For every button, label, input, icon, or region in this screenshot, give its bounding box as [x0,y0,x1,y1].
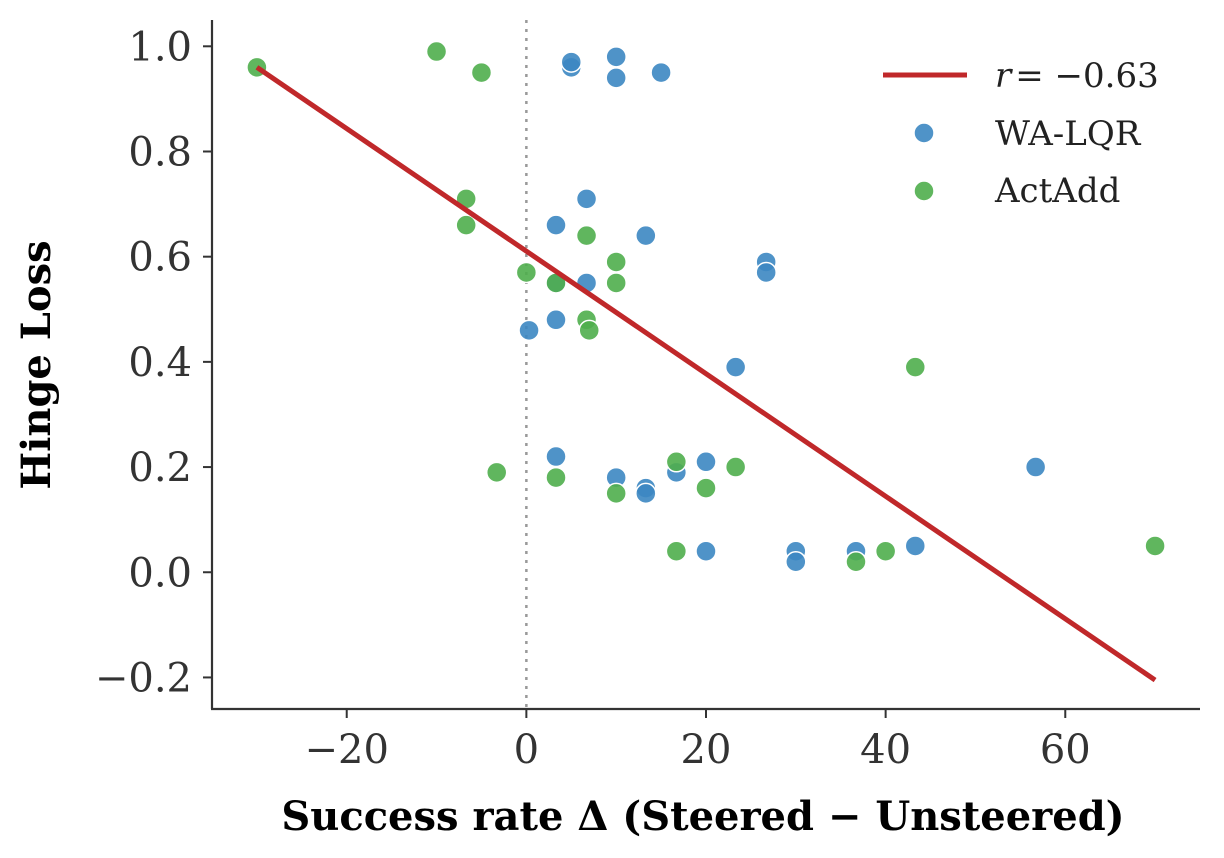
y-tick-label: 0.4 [128,340,192,386]
data-point [605,272,627,294]
data-point [665,540,688,562]
data-point [695,477,717,499]
data-point [470,61,493,84]
x-tick-label: 60 [1040,727,1091,773]
data-point [755,261,777,284]
x-ticks: −20 0 20 40 60 [305,709,1091,773]
data-points-layer [246,40,1166,573]
x-axis-title: Success rate Δ (Steered − Unsteered) [281,793,1124,840]
data-point [455,214,477,236]
legend-fit-label-value: = −0.63 [1015,56,1159,96]
data-point [650,61,672,84]
data-point [845,550,867,573]
data-point [904,356,927,378]
legend: r = −0.63 WA-LQR ActAdd [883,56,1159,211]
data-point [545,466,567,489]
y-tick-label: −0.2 [95,655,192,701]
y-tick-label: 0.8 [128,129,192,175]
y-tick-label: 0.2 [128,445,192,491]
legend-fit-label: r = −0.63 [995,56,1159,96]
data-point [1144,535,1166,557]
legend-fit-label-prefix: r [995,56,1013,96]
data-point [545,214,567,236]
data-point [485,461,508,484]
data-point [724,356,747,378]
y-tick-label: 0.0 [128,550,192,596]
legend-actadd-label: ActAdd [994,171,1120,211]
data-point [515,261,538,284]
data-point [575,188,598,210]
data-point [665,451,688,473]
data-point [785,550,807,573]
data-point [1024,456,1047,478]
data-point [695,540,717,562]
legend-actadd-marker [913,180,935,202]
data-point [635,482,657,505]
y-ticks: −0.2 0.0 0.2 0.4 0.6 0.8 1.0 [95,24,212,701]
data-point [605,482,627,505]
data-point [724,456,747,478]
regression-line [255,65,1157,683]
data-point [545,445,567,468]
x-tick-label: −20 [305,727,389,773]
data-point [575,224,598,247]
data-point [545,309,567,331]
data-point [605,46,627,68]
data-point [578,319,600,342]
series-wa-lqr [518,46,1047,573]
data-point [635,224,657,247]
legend-wa-lqr-label: WA-LQR [995,114,1142,154]
x-tick-label: 0 [514,727,539,773]
x-tick-label: 20 [681,727,732,773]
regression-line-layer [255,65,1157,683]
y-tick-label: 0.6 [128,235,192,281]
y-axis-title: Hinge Loss [13,240,60,489]
legend-wa-lqr-marker [913,122,935,144]
x-tick-label: 40 [860,727,911,773]
data-point [560,51,583,73]
data-point [695,451,717,473]
data-point [425,40,448,63]
series-actadd [246,40,1166,573]
data-point [904,535,927,557]
data-point [605,251,627,273]
data-point [605,67,627,89]
y-tick-label: 1.0 [128,24,192,70]
data-point [518,319,540,342]
data-point [874,540,897,562]
